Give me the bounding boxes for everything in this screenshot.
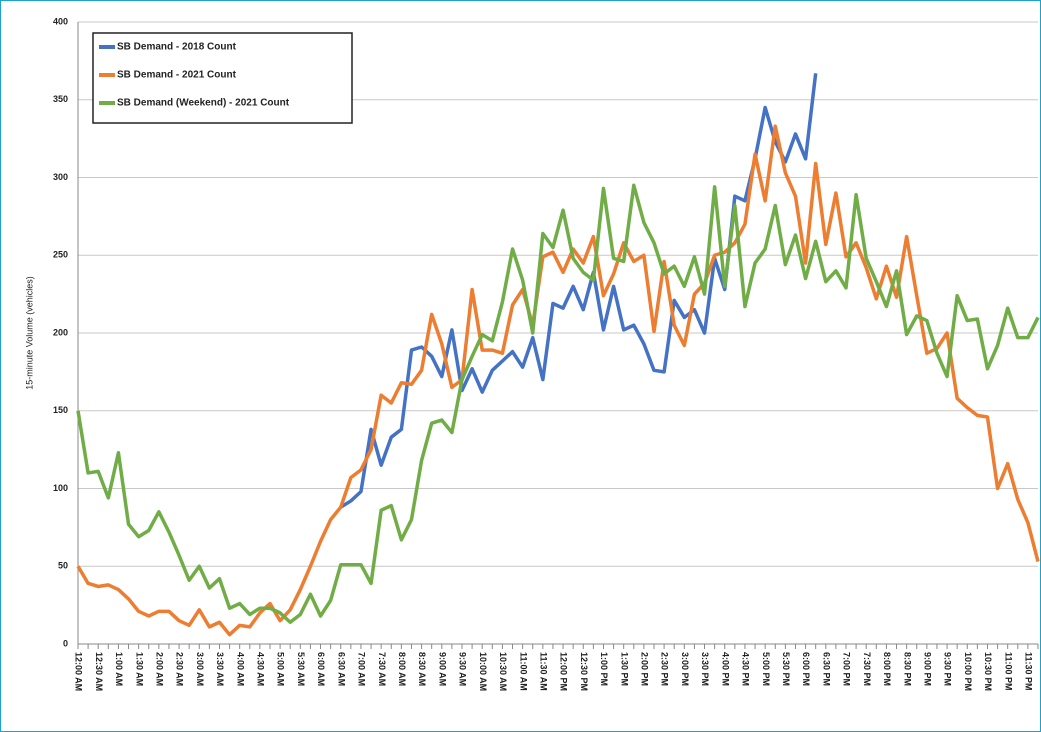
y-tick-label: 0 [63, 638, 68, 648]
series-line [76, 124, 1040, 637]
x-tick-label: 9:30 AM [458, 652, 468, 686]
x-tick-label: 11:30 PM [1024, 652, 1034, 691]
x-tick-label: 2:30 AM [175, 652, 185, 686]
y-tick-label: 100 [53, 483, 68, 493]
y-tick-label: 250 [53, 250, 68, 260]
x-tick-label: 12:00 AM [74, 652, 84, 691]
x-tick-label: 4:00 PM [720, 652, 730, 686]
x-tick-label: 2:00 PM [640, 652, 650, 686]
y-axis-label: 15-minute Volume (vehicles) [24, 276, 34, 390]
x-tick-label: 7:30 AM [377, 652, 387, 686]
x-tick-label: 7:30 PM [862, 652, 872, 686]
x-tick-label: 2:00 AM [154, 652, 164, 686]
x-tick-label: 4:30 PM [741, 652, 751, 686]
x-tick-label: 5:00 PM [761, 652, 771, 686]
x-tick-label: 9:00 AM [437, 652, 447, 686]
x-tick-label: 5:30 PM [781, 652, 791, 686]
y-tick-label: 400 [53, 16, 68, 26]
x-tick-label: 2:30 PM [660, 652, 670, 686]
x-tick-label: 12:30 PM [579, 652, 589, 691]
x-tick-label: 6:00 AM [316, 652, 326, 686]
x-tick-label: 12:00 PM [559, 652, 569, 691]
x-tick-label: 3:30 AM [215, 652, 225, 686]
x-tick-label: 6:00 PM [801, 652, 811, 686]
x-tick-label: 11:30 AM [538, 652, 548, 691]
y-tick-label: 350 [53, 94, 68, 104]
x-tick-label: 11:00 PM [1003, 652, 1013, 691]
x-tick-label: 1:00 AM [114, 652, 124, 686]
x-tick-label: 8:00 PM [882, 652, 892, 686]
x-tick-label: 10:30 PM [983, 652, 993, 691]
x-tick-label: 6:30 PM [821, 652, 831, 686]
x-tick-label: 10:00 PM [963, 652, 973, 691]
x-tick-label: 5:30 AM [296, 652, 306, 686]
x-tick-label: 10:00 AM [478, 652, 488, 691]
x-tick-label: 12:30 AM [94, 652, 104, 691]
x-tick-label: 7:00 AM [357, 652, 367, 686]
x-tick-label: 8:30 AM [417, 652, 427, 686]
x-tick-label: 4:30 AM [256, 652, 266, 686]
x-tick-label: 3:30 PM [700, 652, 710, 686]
series-line [76, 183, 1040, 624]
x-tick-label: 4:00 AM [235, 652, 245, 686]
legend-label: SB Demand - 2021 Count [117, 70, 237, 81]
x-tick-label: 1:00 PM [599, 652, 609, 686]
x-tick-label: 8:30 PM [902, 652, 912, 686]
legend-label: SB Demand - 2018 Count [117, 42, 237, 53]
legend-label: SB Demand (Weekend) - 2021 Count [117, 98, 290, 109]
y-tick-label: 200 [53, 327, 68, 337]
x-tick-label: 8:00 AM [397, 652, 407, 686]
x-tick-label: 1:30 PM [619, 652, 629, 686]
x-tick-label: 5:00 AM [276, 652, 286, 686]
x-tick-label: 9:30 PM [943, 652, 953, 686]
y-tick-label: 50 [58, 561, 68, 571]
x-tick-label: 7:00 PM [842, 652, 852, 686]
y-tick-label: 150 [53, 405, 68, 415]
x-tick-label: 11:00 AM [518, 652, 528, 691]
x-tick-label: 9:00 PM [922, 652, 932, 686]
x-tick-label: 1:30 AM [134, 652, 144, 686]
legend-box [92, 32, 353, 124]
x-tick-label: 3:00 AM [195, 652, 205, 686]
x-tick-label: 3:00 PM [680, 652, 690, 686]
x-tick-label: 10:30 AM [498, 652, 508, 691]
y-tick-label: 300 [53, 172, 68, 182]
x-tick-label: 6:30 AM [336, 652, 346, 686]
series-line [339, 73, 818, 509]
